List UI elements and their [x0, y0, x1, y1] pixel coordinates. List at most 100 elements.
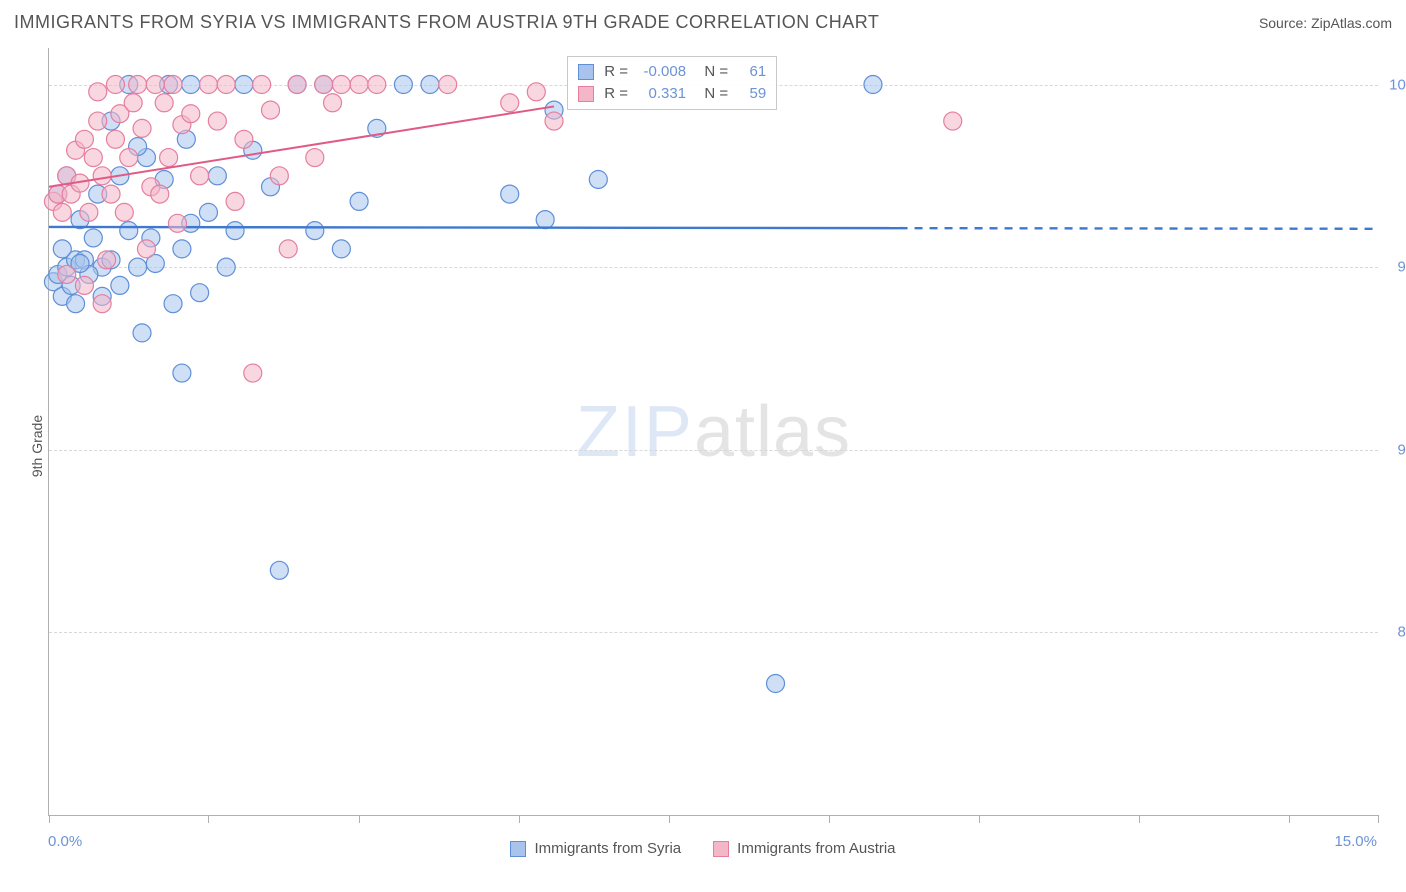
scatter-point	[84, 229, 102, 247]
scatter-point	[589, 170, 607, 188]
x-tick	[519, 815, 520, 823]
scatter-point	[501, 185, 519, 203]
scatter-point	[244, 364, 262, 382]
scatter-point	[350, 76, 368, 94]
scatter-point	[253, 76, 271, 94]
scatter-point	[133, 324, 151, 342]
scatter-point	[75, 276, 93, 294]
scatter-point	[262, 101, 280, 119]
y-tick-label: 100.0%	[1384, 76, 1406, 93]
trend-line-dashed	[900, 228, 1378, 229]
stats-r-value: -0.008	[638, 61, 686, 83]
scatter-point	[58, 265, 76, 283]
legend-swatch	[713, 841, 729, 857]
scatter-point	[306, 222, 324, 240]
stats-box: R =-0.008 N =61R =0.331 N =59	[567, 56, 777, 110]
title-bar: IMMIGRANTS FROM SYRIA VS IMMIGRANTS FROM…	[14, 12, 1392, 33]
scatter-point	[102, 185, 120, 203]
scatter-point	[350, 192, 368, 210]
scatter-point	[182, 105, 200, 123]
stats-swatch	[578, 64, 594, 80]
x-tick	[669, 815, 670, 823]
scatter-point	[137, 240, 155, 258]
legend-item: Immigrants from Syria	[510, 840, 681, 857]
scatter-point	[864, 76, 882, 94]
legend-bottom: Immigrants from Syria Immigrants from Aus…	[0, 840, 1406, 857]
scatter-point	[67, 295, 85, 313]
y-tick-label: 90.0%	[1384, 441, 1406, 458]
x-tick	[359, 815, 360, 823]
scatter-point	[120, 222, 138, 240]
stats-swatch	[578, 86, 594, 102]
scatter-point	[545, 112, 563, 130]
chart-plot-area: ZIPatlas 85.0%90.0%95.0%100.0%R =-0.008 …	[48, 48, 1378, 816]
scatter-point	[288, 76, 306, 94]
y-tick-label: 85.0%	[1384, 624, 1406, 641]
scatter-point	[332, 240, 350, 258]
scatter-point	[84, 149, 102, 167]
scatter-point	[199, 203, 217, 221]
scatter-point	[129, 258, 147, 276]
scatter-point	[111, 276, 129, 294]
scatter-point	[324, 94, 342, 112]
scatter-point	[191, 167, 209, 185]
legend-swatch	[510, 841, 526, 857]
stats-r-label: R =	[604, 83, 628, 105]
scatter-point	[106, 130, 124, 148]
scatter-point	[315, 76, 333, 94]
scatter-point	[124, 94, 142, 112]
scatter-point	[235, 76, 253, 94]
scatter-point	[536, 211, 554, 229]
scatter-point	[93, 167, 111, 185]
scatter-point	[199, 76, 217, 94]
x-tick-label-min: 0.0%	[48, 833, 82, 850]
scatter-point	[115, 203, 133, 221]
scatter-point	[208, 112, 226, 130]
scatter-point	[235, 130, 253, 148]
legend-label: Immigrants from Austria	[737, 840, 895, 857]
scatter-point	[151, 185, 169, 203]
scatter-point	[306, 149, 324, 167]
scatter-point	[217, 76, 235, 94]
scatter-point	[75, 130, 93, 148]
stats-r-label: R =	[604, 61, 628, 83]
chart-title: IMMIGRANTS FROM SYRIA VS IMMIGRANTS FROM…	[14, 12, 879, 33]
scatter-point	[106, 76, 124, 94]
stats-n-label: N =	[696, 61, 728, 83]
scatter-point	[944, 112, 962, 130]
scatter-point	[226, 222, 244, 240]
source-prefix: Source:	[1259, 15, 1311, 31]
scatter-point	[164, 76, 182, 94]
x-tick	[829, 815, 830, 823]
scatter-point	[93, 295, 111, 313]
scatter-point	[155, 94, 173, 112]
x-tick	[1378, 815, 1379, 823]
source-name: ZipAtlas.com	[1311, 15, 1392, 31]
scatter-point	[129, 76, 147, 94]
x-tick	[1139, 815, 1140, 823]
scatter-point	[767, 675, 785, 693]
stats-row: R =-0.008 N =61	[578, 61, 766, 83]
x-tick	[208, 815, 209, 823]
scatter-point	[501, 94, 519, 112]
scatter-point	[160, 149, 178, 167]
stats-row: R =0.331 N =59	[578, 83, 766, 105]
scatter-point	[173, 240, 191, 258]
scatter-point	[439, 76, 457, 94]
scatter-point	[133, 119, 151, 137]
scatter-point	[217, 258, 235, 276]
scatter-point	[332, 76, 350, 94]
scatter-point	[53, 240, 71, 258]
scatter-point	[146, 76, 164, 94]
scatter-point	[98, 251, 116, 269]
scatter-point	[89, 83, 107, 101]
scatter-point	[173, 364, 191, 382]
scatter-point	[191, 284, 209, 302]
scatter-point	[164, 295, 182, 313]
legend-label: Immigrants from Syria	[534, 840, 681, 857]
y-axis-label: 9th Grade	[29, 415, 45, 477]
x-tick	[49, 815, 50, 823]
scatter-point	[89, 112, 107, 130]
scatter-point	[527, 83, 545, 101]
scatter-point	[120, 149, 138, 167]
